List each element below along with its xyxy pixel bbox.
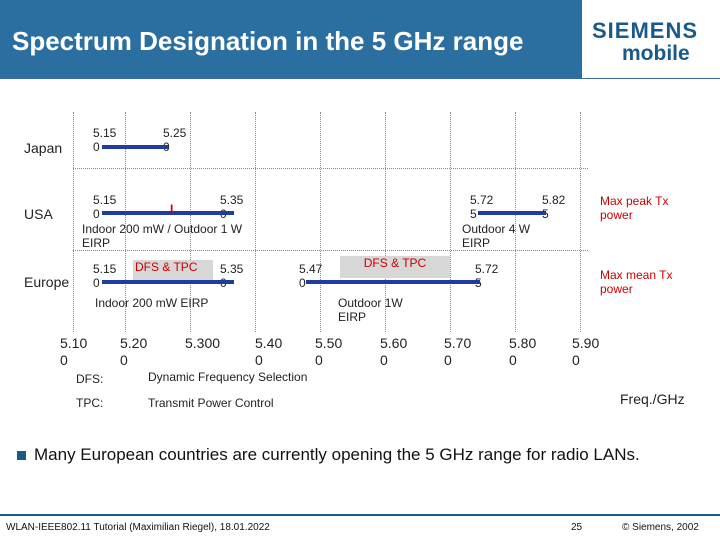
europe-low-end-freq: 5.35 0 bbox=[220, 262, 244, 290]
europe-high-band-bar bbox=[306, 280, 480, 284]
brand-logo-mobile: mobile bbox=[622, 42, 690, 65]
usa-high-end-freq: 5.82 5 bbox=[542, 193, 566, 221]
europe-low-start-freq: 5.15 0 bbox=[93, 262, 117, 290]
footer-copyright: © Siemens, 2002 bbox=[622, 522, 699, 533]
europe-low-band-bar bbox=[102, 280, 234, 284]
usa-band-split-marker: I bbox=[170, 202, 174, 216]
europe-high-dfs-tpc-box: DFS & TPC bbox=[340, 256, 450, 278]
legend-tpc-key: TPC: bbox=[76, 396, 104, 410]
footer-divider bbox=[0, 514, 720, 516]
legend-dfs-value: Dynamic Frequency Selection bbox=[148, 370, 308, 384]
grid-line-v6 bbox=[385, 112, 386, 332]
axis-tick: 5.50 0 bbox=[315, 335, 343, 368]
max-mean-label: Max mean Tx power bbox=[600, 268, 673, 296]
usa-low-power-note: Indoor 200 mW / Outdoor 1 W EIRP bbox=[82, 222, 243, 250]
axis-tick: 5.80 0 bbox=[509, 335, 537, 368]
legend-tpc-value: Transmit Power Control bbox=[148, 396, 274, 410]
axis-tick: 5.60 0 bbox=[380, 335, 408, 368]
region-label-usa: USA bbox=[24, 206, 53, 222]
max-peak-label: Max peak Tx power bbox=[600, 194, 669, 222]
header-divider bbox=[0, 78, 720, 79]
usa-low-end-freq: 5.35 0 bbox=[220, 193, 244, 221]
europe-high-start-freq: 5.47 0 bbox=[299, 262, 323, 290]
legend-dfs-key: DFS: bbox=[76, 372, 104, 386]
usa-low-band-bar bbox=[102, 211, 234, 215]
region-label-japan: Japan bbox=[24, 140, 63, 156]
region-label-europe: Europe bbox=[24, 274, 70, 290]
axis-tick: 5.20 0 bbox=[120, 335, 148, 368]
grid-line-v7 bbox=[450, 112, 451, 332]
europe-low-start-freq-a: 5.15 0 bbox=[93, 262, 123, 290]
grid-line-v5 bbox=[320, 112, 321, 332]
title-banner bbox=[0, 0, 582, 78]
grid-line-h2 bbox=[73, 250, 588, 251]
grid-line-v2 bbox=[125, 112, 126, 332]
europe-low-dfs-tpc-box: DFS & TPC bbox=[133, 260, 213, 282]
usa-high-power-note: Outdoor 4 W EIRP bbox=[462, 222, 531, 250]
japan-start-freq: 5.15 0 bbox=[93, 126, 117, 154]
grid-line-h1 bbox=[73, 168, 588, 169]
axis-tick: 5.70 0 bbox=[444, 335, 472, 368]
axis-tick: 5.40 0 bbox=[255, 335, 283, 368]
footer-page-number: 25 bbox=[571, 522, 583, 533]
axis-tick: 5.10 0 bbox=[60, 335, 88, 368]
europe-high-dfs-tpc-label: DFS & TPC bbox=[363, 256, 427, 270]
europe-low-dfs-tpc-label: DFS & TPC bbox=[135, 260, 198, 274]
japan-end-freq: 5.25 0 bbox=[163, 126, 187, 154]
japan-band-bar bbox=[102, 145, 168, 149]
bullet-text: Many European countries are currently op… bbox=[34, 445, 640, 464]
grid-line-v9 bbox=[580, 112, 581, 332]
europe-low-power-note: Indoor 200 mW EIRP bbox=[95, 296, 209, 310]
bullet-square-icon bbox=[17, 451, 26, 460]
usa-high-band-bar bbox=[478, 211, 546, 215]
grid-line-v3 bbox=[190, 112, 191, 332]
usa-high-start-freq: 5.72 5 bbox=[470, 193, 494, 221]
europe-high-end-freq: 5.72 5 bbox=[475, 262, 499, 290]
axis-tick: 5.90 0 bbox=[572, 335, 600, 368]
brand-logo-siemens: SIEMENS bbox=[592, 18, 699, 43]
grid-line-v8 bbox=[515, 112, 516, 332]
page-title: Spectrum Designation in the 5 GHz range bbox=[12, 26, 524, 56]
axis-tick: 5.300 bbox=[185, 335, 221, 351]
axis-freq-label: Freq./GHz bbox=[620, 391, 685, 407]
usa-low-start-freq: 5.15 0 bbox=[93, 193, 117, 221]
europe-high-power-note: Outdoor 1W EIRP bbox=[338, 296, 403, 324]
grid-line-v4 bbox=[255, 112, 256, 332]
footer-tutorial: WLAN-IEEE802.11 Tutorial (Maximilian Rie… bbox=[6, 522, 270, 533]
grid-line-v1 bbox=[73, 112, 74, 332]
